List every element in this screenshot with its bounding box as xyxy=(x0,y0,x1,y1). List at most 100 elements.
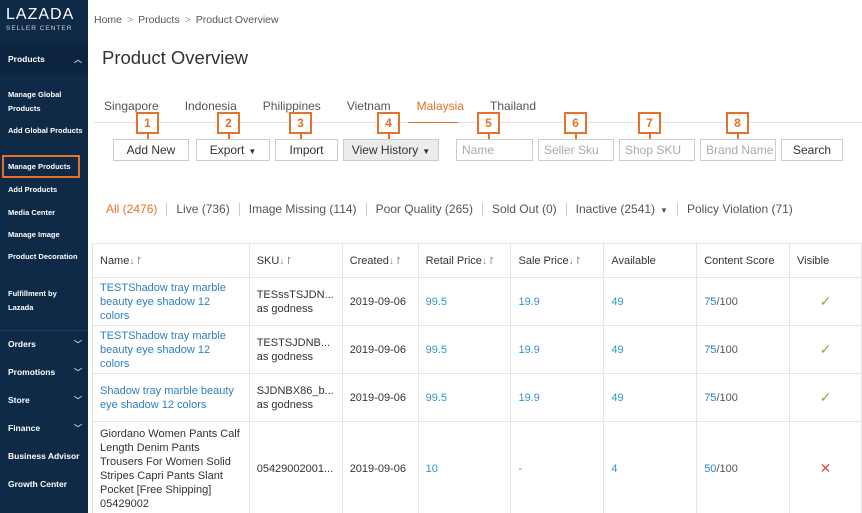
breadcrumb-home[interactable]: Home xyxy=(94,14,123,26)
sidebar-group-label: Business Advisor xyxy=(8,451,80,461)
retail-price-value[interactable]: 99.5 xyxy=(425,343,448,356)
caret-down-icon: ▼ xyxy=(248,147,257,156)
available-value[interactable]: 49 xyxy=(611,295,624,308)
sidebar-group-store[interactable]: Store ﹀ xyxy=(0,386,88,414)
tab-malaysia[interactable]: Malaysia xyxy=(416,99,464,113)
sidebar-group-label: Promotions xyxy=(8,367,56,377)
created-date: 2019-09-06 xyxy=(342,421,419,513)
visible-check-icon[interactable]: ✓ xyxy=(819,340,832,357)
sale-price-value[interactable]: - xyxy=(518,463,523,475)
column-header-retail-price[interactable]: Retail Price↓↾ xyxy=(418,243,512,278)
sidebar-group-business-advisor[interactable]: Business Advisor xyxy=(0,442,88,470)
import-button[interactable]: Import xyxy=(275,139,338,161)
tab-singapore[interactable]: Singapore xyxy=(104,99,159,113)
column-header-name[interactable]: Name↓↾ xyxy=(92,243,250,278)
created-date: 2019-09-06 xyxy=(342,277,419,326)
available-value[interactable]: 49 xyxy=(611,343,624,356)
breadcrumb: Home > Products > Product Overview xyxy=(94,14,279,26)
sidebar-group-label: Store xyxy=(8,395,30,405)
filter-inactive[interactable]: Inactive (2541) ▼ xyxy=(576,202,668,216)
breadcrumb-products[interactable]: Products xyxy=(138,14,180,26)
filter-divider xyxy=(565,202,567,216)
retail-price-value[interactable]: 99.5 xyxy=(425,391,448,404)
filter-inactive-label: Inactive (2541) xyxy=(575,202,656,216)
sidebar-group-orders[interactable]: Orders ﹀ xyxy=(0,330,88,358)
product-name-link[interactable]: TESTShadow tray marble beauty eye shadow… xyxy=(100,329,226,370)
sku-brand: as godness xyxy=(256,398,313,411)
not-visible-cross-icon[interactable]: ✕ xyxy=(819,460,832,476)
filter-policy-violation[interactable]: Policy Violation (71) xyxy=(686,202,793,216)
view-history-button[interactable]: View History ▼ xyxy=(343,139,439,161)
name-search-input[interactable]: Name xyxy=(456,139,533,161)
filter-sold-out[interactable]: Sold Out (0) xyxy=(491,202,557,216)
logo-brand: LAZADA xyxy=(6,6,75,23)
sale-price-value[interactable]: 19.9 xyxy=(518,295,540,308)
sidebar: LAZADA SELLER CENTER Products ︿ Manage G… xyxy=(0,0,88,513)
sidebar-item-media-center[interactable]: Media Center xyxy=(8,208,56,217)
sidebar-group-growth-center[interactable]: Growth Center xyxy=(0,470,88,498)
filter-live[interactable]: Live (736) xyxy=(176,202,230,216)
retail-price-value[interactable]: 10 xyxy=(425,463,438,475)
breadcrumb-separator: > xyxy=(127,14,134,26)
logo[interactable]: LAZADA SELLER CENTER xyxy=(0,0,88,45)
sidebar-item-manage-products[interactable]: Manage Products xyxy=(2,155,80,178)
annotation-connector xyxy=(488,134,490,139)
visible-check-icon[interactable]: ✓ xyxy=(819,292,832,309)
export-button[interactable]: Export ▼ xyxy=(196,139,270,161)
sidebar-divider xyxy=(0,330,88,331)
sidebar-item-product-decoration[interactable]: Product Decoration xyxy=(8,252,78,261)
search-button[interactable]: Search xyxy=(781,139,843,161)
filter-divider xyxy=(238,202,240,216)
filter-divider xyxy=(166,202,168,216)
chevron-up-icon: ︿ xyxy=(74,54,82,64)
product-table: Name↓↾ SKU↓↾ Created↓↾ Retail Price↓↾ Sa… xyxy=(92,243,862,513)
column-header-sku[interactable]: SKU↓↾ xyxy=(249,243,343,278)
sale-price-value[interactable]: 19.9 xyxy=(518,343,540,356)
sidebar-section-products[interactable]: Products ︿ xyxy=(0,45,88,73)
retail-price-value[interactable]: 99.5 xyxy=(425,295,448,308)
filter-poor-quality[interactable]: Poor Quality (265) xyxy=(375,202,473,216)
tab-indonesia[interactable]: Indonesia xyxy=(184,99,237,113)
tab-philippines[interactable]: Philippines xyxy=(262,99,321,113)
annotation-marker-2: 2 xyxy=(217,112,240,134)
visible-check-icon[interactable]: ✓ xyxy=(819,388,832,405)
brand-name-input[interactable]: Brand Name xyxy=(700,139,776,161)
content-score-value[interactable]: 75 xyxy=(704,295,717,308)
sku-brand: as godness xyxy=(256,302,313,315)
available-value[interactable]: 4 xyxy=(611,463,618,475)
sidebar-group-finance[interactable]: Finance ﹀ xyxy=(0,414,88,442)
seller-sku-input[interactable]: Seller Sku xyxy=(538,139,614,161)
sidebar-item-manage-image[interactable]: Manage Image xyxy=(8,230,60,239)
tab-vietnam[interactable]: Vietnam xyxy=(346,99,391,113)
column-header-label: Name xyxy=(100,254,130,267)
column-header-created[interactable]: Created↓↾ xyxy=(342,243,419,278)
caret-down-icon: ▼ xyxy=(660,206,668,215)
chevron-down-icon: ﹀ xyxy=(74,395,82,405)
table-row: TESTShadow tray marble beauty eye shadow… xyxy=(92,277,862,326)
page-title: Product Overview xyxy=(102,47,248,68)
product-name-link[interactable]: Shadow tray marble beauty eye shadow 12 … xyxy=(100,384,234,411)
product-name-link[interactable]: TESTShadow tray marble beauty eye shadow… xyxy=(100,281,226,322)
column-header-content-score: Content Score xyxy=(696,243,791,278)
available-value[interactable]: 49 xyxy=(611,391,624,404)
sale-price-value[interactable]: 19.9 xyxy=(518,391,540,404)
breadcrumb-separator: > xyxy=(184,14,191,26)
sidebar-item-manage-global-products[interactable]: Manage Global Products xyxy=(8,90,62,113)
shop-sku-input[interactable]: Shop SKU xyxy=(619,139,695,161)
filter-all[interactable]: All (2476) xyxy=(106,202,158,216)
column-header-sale-price[interactable]: Sale Price↓↾ xyxy=(510,243,605,278)
content-score-value[interactable]: 75 xyxy=(704,391,717,404)
sidebar-item-fulfillment[interactable]: Fulfillment by Lazada xyxy=(8,289,57,312)
content-score-value[interactable]: 50 xyxy=(704,463,717,475)
add-new-button[interactable]: Add New xyxy=(113,139,189,161)
sidebar-group-promotions[interactable]: Promotions ﹀ xyxy=(0,358,88,386)
created-date: 2019-09-06 xyxy=(342,373,419,422)
tab-thailand[interactable]: Thailand xyxy=(489,99,537,113)
sidebar-item-add-global-products[interactable]: Add Global Products xyxy=(8,126,83,135)
sidebar-item-add-products[interactable]: Add Products xyxy=(8,185,58,194)
sku-brand: as godness xyxy=(256,350,313,363)
content-score-value[interactable]: 75 xyxy=(704,343,717,356)
sort-icon: ↓↾ xyxy=(568,255,583,267)
filter-image-missing[interactable]: Image Missing (114) xyxy=(248,202,357,216)
content-score-total: /100 xyxy=(716,463,738,475)
